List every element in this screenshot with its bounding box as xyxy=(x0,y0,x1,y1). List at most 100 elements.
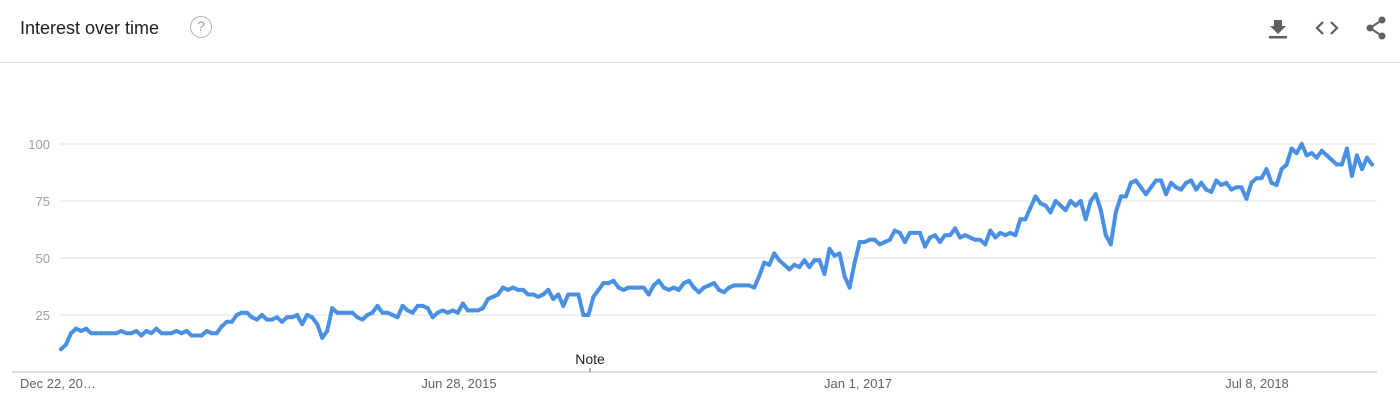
data-point xyxy=(229,319,234,324)
data-point xyxy=(902,240,907,245)
data-point xyxy=(465,308,470,313)
data-point xyxy=(1118,194,1123,199)
data-point xyxy=(350,310,355,315)
data-point xyxy=(988,228,993,233)
data-point xyxy=(706,283,711,288)
data-point xyxy=(1199,180,1204,185)
data-point xyxy=(1013,233,1018,238)
data-point xyxy=(1123,194,1128,199)
data-point xyxy=(1349,173,1354,178)
data-point xyxy=(435,310,440,315)
data-point xyxy=(1068,199,1073,203)
data-point xyxy=(671,285,676,290)
data-point xyxy=(1339,162,1344,167)
series-layer xyxy=(59,142,1374,352)
data-point xyxy=(797,265,802,270)
data-point xyxy=(1083,217,1088,222)
data-point xyxy=(99,331,104,336)
data-point xyxy=(752,285,757,290)
data-point xyxy=(631,285,636,290)
share-icon[interactable] xyxy=(1362,14,1390,42)
data-point xyxy=(1078,199,1083,203)
data-point xyxy=(315,322,320,327)
data-point xyxy=(295,313,300,317)
data-point xyxy=(1169,180,1174,185)
data-point xyxy=(305,313,310,317)
help-icon[interactable]: ? xyxy=(190,16,212,38)
data-point xyxy=(526,292,531,297)
data-point xyxy=(1299,142,1304,146)
data-point xyxy=(410,310,415,315)
data-point xyxy=(445,310,450,315)
data-point xyxy=(1194,187,1199,192)
data-point xyxy=(89,331,94,336)
data-point xyxy=(696,290,701,295)
data-point xyxy=(787,267,792,272)
data-point xyxy=(1284,162,1289,167)
data-point xyxy=(224,319,229,324)
data-point xyxy=(1314,155,1319,160)
data-point xyxy=(430,315,435,320)
data-point xyxy=(139,333,144,338)
data-point xyxy=(380,310,385,315)
data-point xyxy=(1289,146,1294,151)
data-point xyxy=(651,283,656,288)
data-point xyxy=(571,292,576,297)
data-point xyxy=(817,258,822,263)
data-point xyxy=(1204,187,1209,192)
data-point xyxy=(611,278,616,283)
data-point xyxy=(285,315,290,320)
data-point xyxy=(742,283,747,288)
gridlines xyxy=(60,143,1377,316)
data-point xyxy=(822,271,827,276)
data-point xyxy=(355,315,360,320)
data-point xyxy=(1324,153,1329,158)
data-point xyxy=(1138,185,1143,190)
data-point xyxy=(169,331,174,336)
data-point xyxy=(501,285,506,290)
data-point xyxy=(681,281,686,286)
data-point xyxy=(847,285,852,290)
data-point xyxy=(194,333,199,338)
data-point xyxy=(189,333,194,338)
data-point xyxy=(661,285,666,290)
embed-icon[interactable] xyxy=(1313,14,1341,42)
data-point xyxy=(1164,192,1169,197)
data-point xyxy=(405,308,410,313)
data-point xyxy=(777,258,782,263)
note-annotation[interactable]: Note xyxy=(575,351,605,372)
data-point xyxy=(857,240,862,245)
data-point xyxy=(415,303,420,308)
data-point xyxy=(475,308,480,313)
data-point xyxy=(551,297,556,302)
data-point xyxy=(64,342,69,347)
data-point xyxy=(1133,178,1138,183)
data-point xyxy=(621,287,626,292)
series-line[interactable] xyxy=(59,142,1374,352)
data-point xyxy=(455,310,460,315)
data-point xyxy=(927,235,932,240)
data-point xyxy=(300,322,305,327)
data-point xyxy=(214,331,219,336)
data-point xyxy=(1254,176,1259,181)
data-point xyxy=(772,251,777,256)
data-point xyxy=(1370,162,1374,167)
data-point xyxy=(536,294,541,299)
data-point xyxy=(114,331,119,336)
data-point xyxy=(1128,180,1133,185)
data-point xyxy=(310,315,315,320)
data-point xyxy=(330,306,335,311)
data-point xyxy=(1209,189,1214,194)
download-icon[interactable] xyxy=(1264,14,1292,42)
y-axis-ticks: 25 50 75 100 xyxy=(28,137,50,323)
data-point xyxy=(993,235,998,240)
data-point xyxy=(345,310,350,315)
data-point xyxy=(74,326,79,331)
data-point xyxy=(521,287,526,292)
data-point xyxy=(269,317,274,322)
data-point xyxy=(1259,176,1264,181)
x-tick-label: Jun 28, 2015 xyxy=(421,376,496,391)
data-point xyxy=(1279,167,1284,172)
data-point xyxy=(1093,192,1098,197)
data-point xyxy=(174,328,179,333)
